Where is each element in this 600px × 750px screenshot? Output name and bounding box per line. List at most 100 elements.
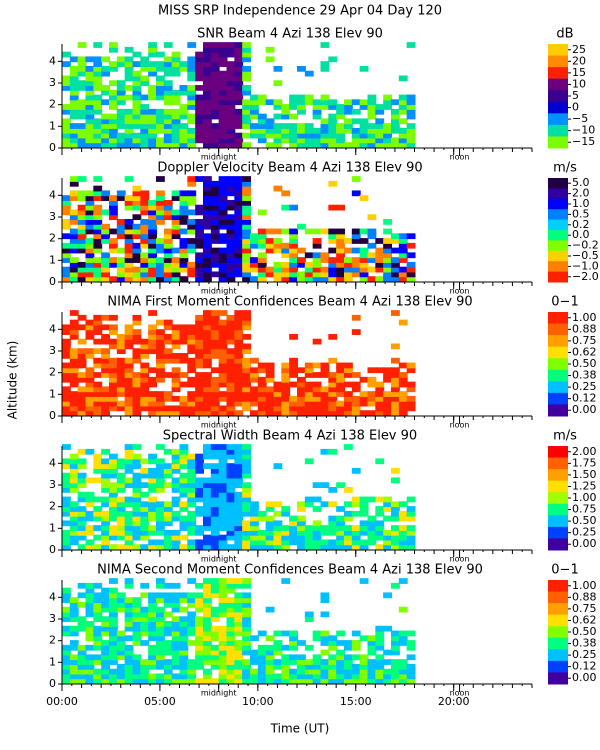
echo-cell	[116, 405, 126, 412]
echo-cell	[69, 108, 79, 115]
echo-cell	[398, 99, 408, 106]
echo-cell	[273, 104, 283, 110]
echo-cell	[62, 51, 71, 58]
echo-cell	[234, 529, 244, 536]
echo-cell	[132, 266, 142, 273]
echo-cell	[77, 458, 87, 465]
echo-cell	[109, 343, 118, 350]
echo-cell	[77, 395, 87, 402]
echo-cell	[148, 219, 157, 225]
echo-cell	[391, 113, 400, 120]
echo-cell	[226, 180, 236, 187]
echo-cell	[132, 520, 142, 527]
echo-cell	[77, 132, 87, 139]
echo-cell	[156, 525, 165, 531]
echo-cell	[218, 99, 228, 106]
echo-cell	[124, 238, 134, 244]
echo-cell	[297, 525, 306, 531]
echo-cell	[132, 247, 142, 254]
echo-cell	[375, 506, 385, 512]
echo-cell	[336, 386, 345, 393]
echo-cell	[297, 501, 306, 508]
echo-cell	[406, 233, 416, 240]
echo-cell	[210, 209, 220, 216]
y-tick-label: 0	[49, 677, 56, 690]
echo-cell	[62, 242, 71, 249]
echo-cell	[156, 616, 165, 623]
echo-cell	[187, 592, 197, 599]
echo-cell	[297, 223, 306, 230]
echo-cell	[179, 400, 189, 407]
echo-cell	[359, 137, 369, 144]
echo-cell	[320, 410, 330, 416]
echo-cell	[132, 314, 142, 321]
echo-cell	[132, 453, 142, 460]
echo-cell	[195, 176, 204, 182]
echo-cell	[179, 276, 189, 282]
echo-cell	[148, 348, 157, 355]
echo-cell	[226, 391, 236, 397]
echo-cell	[359, 510, 369, 517]
echo-cell	[132, 61, 142, 67]
echo-cell	[163, 405, 173, 412]
echo-cell	[242, 271, 251, 278]
echo-cell	[179, 204, 189, 211]
echo-cell	[351, 329, 361, 335]
echo-cell	[156, 405, 165, 412]
echo-cell	[187, 458, 197, 465]
echo-cell	[163, 506, 173, 512]
echo-cell	[281, 104, 291, 110]
echo-cell	[101, 228, 110, 235]
echo-cell	[171, 482, 181, 489]
echo-cell	[320, 137, 330, 144]
echo-cell	[124, 338, 134, 345]
echo-cell	[265, 118, 275, 125]
echo-cell	[336, 271, 345, 278]
echo-cell	[62, 271, 71, 278]
echo-cell	[265, 238, 275, 244]
echo-cell	[124, 219, 134, 225]
echo-cell	[69, 395, 79, 402]
echo-cell	[195, 391, 204, 397]
colorbar-cell	[548, 261, 568, 273]
echo-cell	[297, 515, 306, 522]
echo-cell	[171, 223, 181, 230]
echo-cell	[77, 410, 87, 416]
echo-cell	[116, 630, 126, 637]
echo-cell	[218, 678, 228, 684]
echo-cell	[375, 520, 385, 527]
echo-cell	[344, 644, 353, 651]
echo-cell	[218, 233, 228, 240]
echo-cell	[109, 625, 118, 632]
echo-cell	[93, 65, 103, 72]
echo-cell	[234, 65, 244, 72]
echo-cell	[203, 247, 212, 254]
echo-cell	[77, 515, 87, 522]
echo-cell	[210, 70, 220, 77]
echo-cell	[289, 123, 298, 129]
echo-cell	[69, 362, 79, 369]
echo-cell	[124, 333, 134, 340]
echo-cell	[234, 520, 244, 527]
echo-cell	[132, 482, 142, 489]
echo-cell	[351, 257, 361, 263]
echo-cell	[257, 94, 267, 101]
echo-cell	[163, 271, 173, 278]
echo-cell	[218, 357, 228, 364]
echo-cell	[320, 539, 330, 546]
echo-cell	[77, 506, 87, 512]
echo-cell	[93, 453, 103, 460]
echo-cell	[375, 257, 385, 263]
echo-cell	[351, 630, 361, 637]
echo-cell	[148, 46, 157, 53]
echo-cell	[132, 348, 142, 355]
echo-cell	[226, 578, 236, 584]
echo-cell	[179, 266, 189, 273]
echo-cell	[132, 223, 142, 230]
echo-cell	[375, 391, 385, 397]
echo-cell	[312, 529, 322, 536]
echo-cell	[85, 257, 95, 263]
echo-cell	[320, 228, 330, 235]
echo-cell	[132, 477, 142, 484]
echo-cell	[124, 463, 134, 469]
